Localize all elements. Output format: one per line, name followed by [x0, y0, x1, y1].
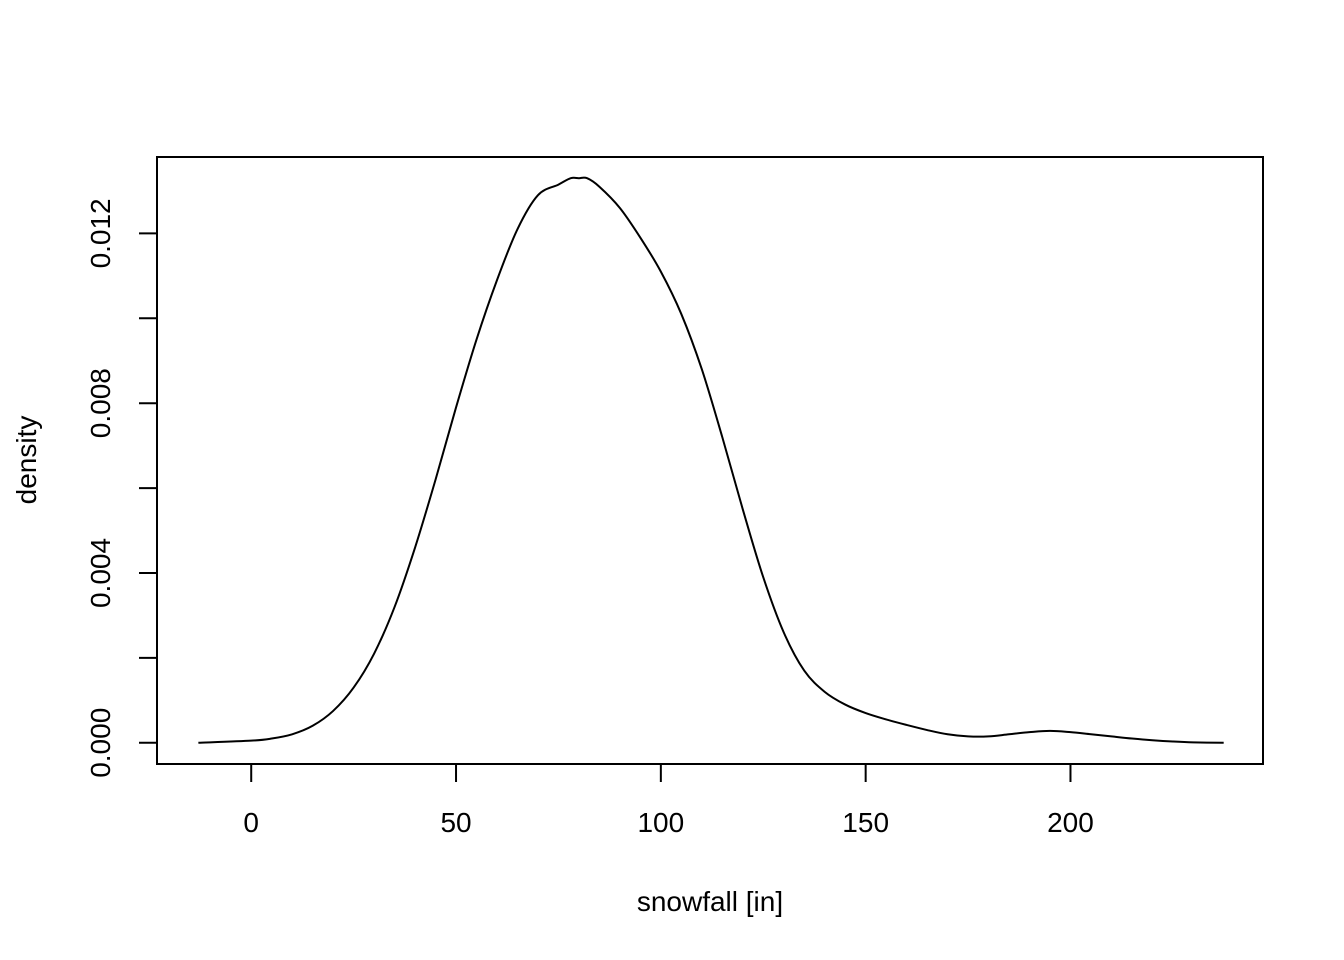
- y-axis-label: density: [11, 416, 42, 505]
- y-tick-label: 0.008: [85, 368, 116, 438]
- plot-frame: [156, 156, 1264, 765]
- y-tick-label: 0.012: [85, 198, 116, 268]
- x-axis-ticks: 0 50 100 150 200: [243, 764, 1094, 838]
- y-tick-label: 0.004: [85, 538, 116, 608]
- y-axis-ticks: 0.000 0.004 0.008 0.012: [85, 198, 157, 778]
- x-tick-label: 100: [637, 807, 684, 838]
- x-axis-label: snowfall [in]: [637, 886, 783, 917]
- x-tick-label: 50: [440, 807, 471, 838]
- x-tick-label: 150: [842, 807, 889, 838]
- density-curve: [198, 176, 1224, 744]
- y-tick-label: 0.000: [85, 708, 116, 778]
- x-tick-label: 0: [243, 807, 259, 838]
- x-tick-label: 200: [1047, 807, 1094, 838]
